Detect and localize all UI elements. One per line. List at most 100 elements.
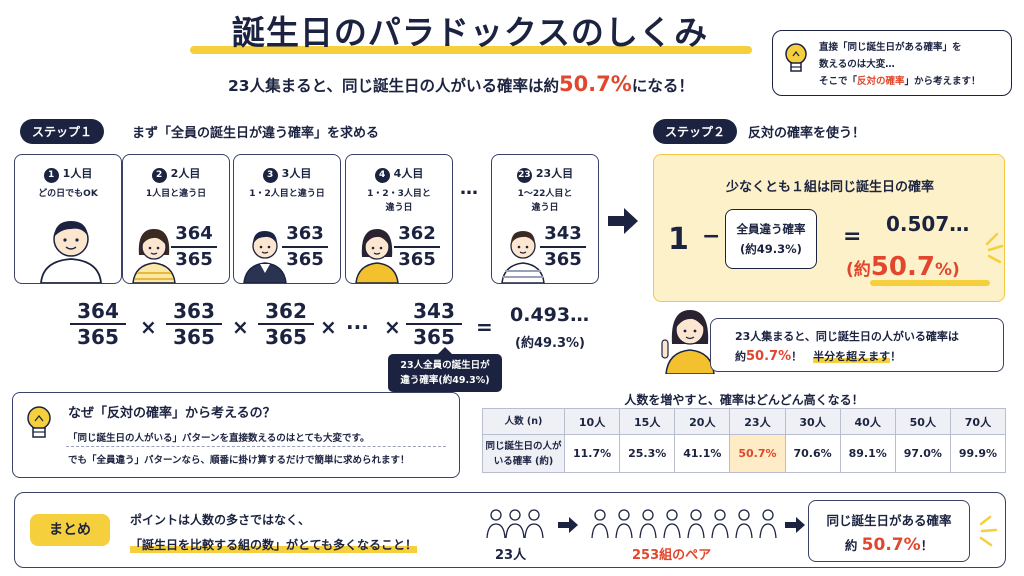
table-col: 30人 [784,408,841,435]
table-cell: 41.1% [674,434,731,473]
fraction-denominator: 365 [544,249,582,270]
tip-line-1: 直接「同じ誕生日がある確率」を [819,42,962,53]
all-different-label: 全員違う確率 [736,222,806,236]
formula-fraction-4: 343 365 [406,300,462,348]
formula-fraction-2: 363 365 [166,300,222,348]
table-row-label: 同じ誕生日の人が いる確率 (約) [482,434,565,473]
table-cell: 97.0% [894,434,951,473]
summary-pairs: 253組のペア [632,548,712,563]
table-cell: 11.7% [563,434,621,473]
formula-denominator: 365 [77,325,119,349]
card-label-text: 1人目 [62,167,93,180]
card-number: 3 [262,168,278,183]
formula-fraction-1: 364 365 [70,300,126,348]
person-avatar-icon [501,231,545,283]
table-col: 40人 [839,408,896,435]
table-col-highlight: 23人 [729,408,786,435]
times-sign: × [320,315,337,339]
result-pre: 約 [844,538,862,553]
step2-value: 0.507… [886,212,970,236]
group-people-icon [486,509,544,539]
formula-numerator: 363 [173,299,215,323]
table-cell-highlight: 50.7% [729,434,786,473]
person-card-1: 1 1人目 どの日でもOK [14,154,122,284]
card-number: 23 [516,168,532,183]
table-col: 50人 [894,408,951,435]
speech-underline: 半分を超えます [813,350,891,363]
tooltip-line-2: 違う確率(約49.3%) [400,375,490,386]
sparkle-icon [985,232,1004,264]
step2-text: 反対の確率を使う！ [748,126,866,141]
times-sign: × [140,315,157,339]
all-different-pct: (約49.3%) [740,242,802,256]
card-desc-2: 違う日 [531,203,559,213]
card-label-text: 2人目 [170,167,201,180]
tooltip-line-1: 23人全員の誕生日が [400,360,490,371]
step2-minus: − [702,224,721,249]
equals-sign: = [476,315,493,339]
tip-line-3-pre: そこで「 [819,76,858,87]
many-people-icon [591,509,777,539]
speech-line-1: 23人集まると、同じ誕生日の人がいる確率は [735,330,959,343]
tip-line-3-post: 」から考えます！ [904,76,981,87]
speech-bubble: 23人集まると、同じ誕生日の人がいる確率は 約50.7%！ 半分を超えます！ [710,318,1004,372]
formula-denominator: 365 [265,325,307,349]
summary-result: 同じ誕生日がある確率 約 50.7%！ [808,500,970,562]
card-desc: 1・2人目と違う日 [234,187,340,201]
table-cell: 89.1% [839,434,896,473]
card-desc-1: 1・2・3人目と [367,189,431,199]
card-desc-1: 1人目と違う日 [145,189,207,199]
row-label-1: 同じ誕生日の人が [485,440,562,452]
why-line-2: でも「全員違う」パターンなら、順番に掛け算するだけで簡単に求められます！ [68,455,410,466]
table-col: 10人 [563,408,621,435]
table-cell: 25.3% [619,434,676,473]
card-number: 4 [374,168,390,183]
title-underline [190,46,752,54]
probability-table: 人数 (n) 10人 15人 20人 23人 30人 40人 50人 70人 同… [482,408,1007,473]
pct-underline [870,280,990,286]
fraction-denominator: 365 [286,249,324,270]
summary-line-1: ポイントは人数の多さではなく、 [130,513,311,527]
pct-number: 50.7 [870,252,935,282]
tip-line-3-red: 反対の確率 [857,76,905,87]
card-label-text: 4人目 [393,167,424,180]
step1-text: まず「全員の誕生日が違う確率」を求める [132,126,380,141]
lightbulb-icon [785,43,807,72]
card-fraction: 363 365 [282,223,328,271]
fraction-numerator: 362 [398,223,436,244]
formula-fraction-3: 362 365 [258,300,314,348]
summary-badge: まとめ [30,514,110,546]
step2-equals: = [843,224,862,249]
all-different-box: 全員違う確率 (約49.3%) [725,209,817,269]
pct-open: (約 [846,260,871,280]
fraction-numerator: 343 [544,223,582,244]
card-number: 1 [43,168,59,183]
card-label: 23 23人目 [492,165,598,183]
card-label: 4 4人目 [346,165,452,183]
tip-line-3: そこで「反対の確率」から考えます！ [819,73,1001,90]
summary-line-2: 「誕生日を比較する組の数」がとても多くなること！ [130,536,418,553]
table-col: 70人 [949,408,1007,435]
times-sign: × [384,315,401,339]
step2-percent: (約50.7%) [846,252,960,282]
person-avatar-icon [243,231,287,283]
person-avatar-icon [40,221,102,283]
speech-pre: 約 [735,350,746,363]
card-label: 1 1人目 [15,165,121,183]
card-label-text: 3人目 [281,167,312,180]
tip-box: 直接「同じ誕生日がある確率」を 数えるのは大変… そこで「反対の確率」から考えま… [772,30,1012,96]
card-label: 2 2人目 [123,165,229,183]
formula-tooltip: 23人全員の誕生日が 違う確率(約49.3%) [388,347,502,392]
sparkle-icon [979,515,998,547]
table-header-row: 人数 (n) 10人 15人 20人 23人 30人 40人 50人 70人 [482,408,1007,435]
table-cell: 70.6% [784,434,841,473]
times-sign: × [232,315,249,339]
step2-result-box [653,154,1005,302]
product-formula: 364 365 × 363 365 × 362 365 × ··· × 343 365 … [70,300,510,350]
tip-line-2: 数えるのは大変… [819,59,895,70]
formula-denominator: 365 [173,325,215,349]
speech-mid: ！ [791,350,803,363]
person-card-3: 3 3人目 1・2人目と違う日 363 365 [233,154,341,284]
summary-result-title: 同じ誕生日がある確率 [826,513,952,528]
table-title: 人数を増やすと、確率はどんどん高くなる！ [624,393,864,407]
